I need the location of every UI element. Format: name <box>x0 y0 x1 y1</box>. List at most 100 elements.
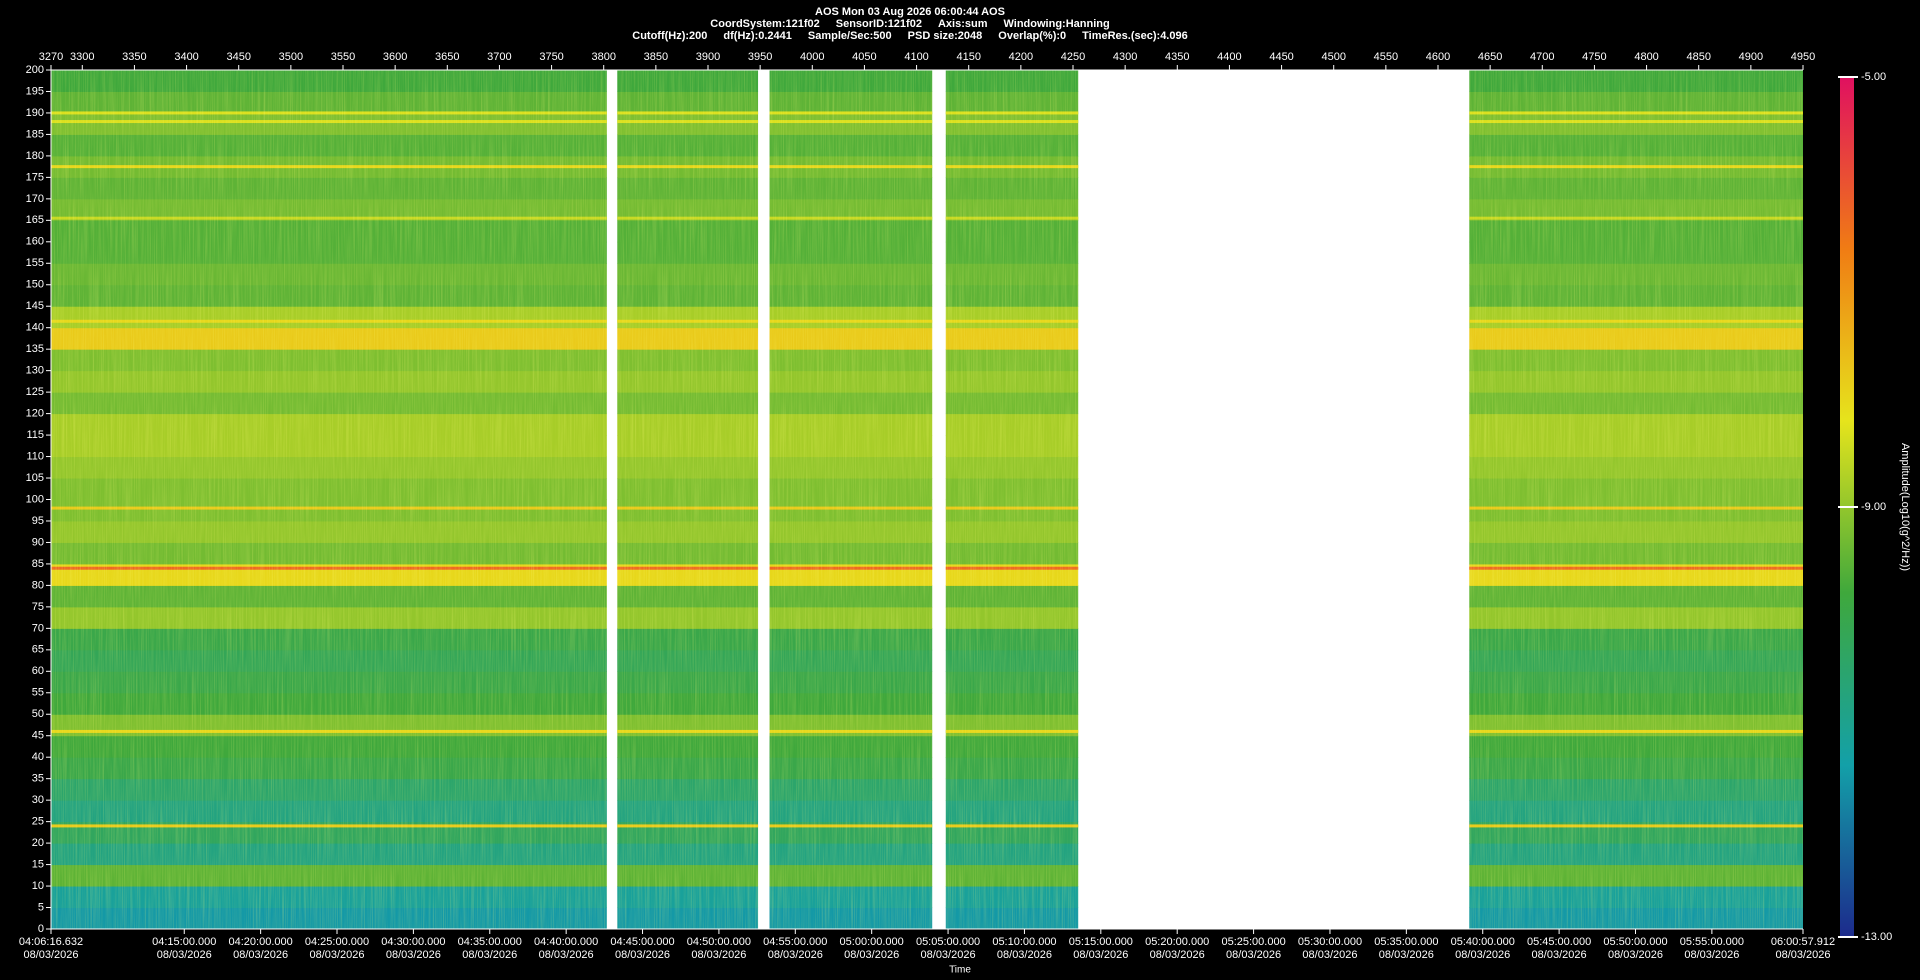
y-tick-label: 110 <box>26 450 44 462</box>
y-tick-label: 105 <box>26 472 44 484</box>
x-tick-label: 4950 <box>1791 51 1815 63</box>
x-tick-label: 3270 <box>39 51 63 63</box>
y-tick-label: 45 <box>32 730 44 742</box>
y-tick-label: 185 <box>26 128 44 140</box>
x-tick-label: 3950 <box>748 51 772 63</box>
y-tick-label: 75 <box>32 601 44 613</box>
y-tick-label: 40 <box>32 751 44 763</box>
x-tick-label: 3550 <box>331 51 355 63</box>
x-tick-label: 3850 <box>644 51 668 63</box>
y-tick-label: 5 <box>38 901 44 913</box>
x2-tick-label: 04:50:00.000 08/03/2026 <box>686 936 752 961</box>
info-line: Cutoff(Hz):200 df(Hz):0.2441 Sample/Sec:50… <box>632 30 1187 42</box>
y-tick-label: 115 <box>26 429 44 441</box>
y-tick-label: 60 <box>32 665 44 677</box>
x2-tick-label: 04:30:00.000 08/03/2026 <box>381 936 446 961</box>
y-tick-label: 20 <box>32 837 44 849</box>
y-tick-label: 140 <box>26 322 44 334</box>
y-tick-label: 100 <box>26 493 44 505</box>
y-tick-label: 15 <box>32 858 44 870</box>
info-item: Sample/Sec:500 <box>808 30 892 42</box>
x-tick-label: 4350 <box>1165 51 1189 63</box>
y-tick-label: 25 <box>32 816 44 828</box>
x2-tick-label: 05:10:00.000 08/03/2026 <box>992 936 1057 961</box>
x-tick-label: 3800 <box>591 51 615 63</box>
x-tick-label: 4050 <box>852 51 876 63</box>
x-tick-label: 3750 <box>539 51 563 63</box>
y-tick-label: 55 <box>32 687 44 699</box>
y-tick-label: 190 <box>26 107 44 119</box>
noise-texture <box>945 70 1079 929</box>
x-tick-label: 4200 <box>1009 51 1033 63</box>
x-tick-label: 4900 <box>1739 51 1763 63</box>
y-tick-label: 95 <box>32 515 44 527</box>
x2-tick-label: 05:00:00.000 08/03/2026 <box>839 936 904 961</box>
y-tick-label: 130 <box>26 365 44 377</box>
y-tick-label: 170 <box>26 193 44 205</box>
x-tick-label: 4550 <box>1374 51 1398 63</box>
colorbar-tick-label: -5.00 <box>1861 71 1886 83</box>
y-tick-label: 90 <box>32 536 44 548</box>
x2-tick-label: 05:15:00.000 08/03/2026 <box>1068 936 1133 961</box>
noise-texture <box>769 70 933 929</box>
y-tick-label: 30 <box>32 794 44 806</box>
x-tick-label: 3650 <box>435 51 459 63</box>
x2-tick-label: 05:40:00.000 08/03/2026 <box>1450 936 1515 961</box>
y-tick-label: 80 <box>32 579 44 591</box>
y-tick-label: 10 <box>32 880 44 892</box>
info-item: Cutoff(Hz):200 <box>632 30 707 42</box>
y-tick-label: 145 <box>26 300 44 312</box>
y-tick-label: 160 <box>26 236 44 248</box>
y-tick-label: 165 <box>26 214 44 226</box>
y-tick-label: 65 <box>32 644 44 656</box>
x2-tick-label: 06:00:57.912 08/03/2026 <box>1770 936 1836 961</box>
x-tick-label: 3400 <box>174 51 198 63</box>
x-tick-label: 4600 <box>1426 51 1450 63</box>
colorbar-tick-label: -9.00 <box>1861 501 1886 513</box>
y-tick-label: 50 <box>32 708 44 720</box>
noise-texture <box>617 70 759 929</box>
colorbar-tick-label: -13.00 <box>1861 931 1892 943</box>
info-item: TimeRes.(sec):4.096 <box>1082 30 1188 42</box>
x-tick-label: 3350 <box>122 51 146 63</box>
colorbar-label: Amplitude(Log10(g^2/Hz)) <box>1899 443 1911 571</box>
info-item: PSD size:2048 <box>908 30 983 42</box>
y-tick-label: 0 <box>38 923 44 935</box>
chart-title: AOS Mon 03 Aug 2026 06:00:44 AOS <box>815 6 1005 18</box>
x-tick-label: 4100 <box>904 51 928 63</box>
x2-tick-label: 04:20:00.000 08/03/2026 <box>228 936 293 961</box>
x-tick-label: 3300 <box>70 51 94 63</box>
x2-tick-label: 05:55:00.000 08/03/2026 <box>1679 936 1744 961</box>
x-tick-label: 4450 <box>1269 51 1293 63</box>
x-tick-label: 4650 <box>1478 51 1502 63</box>
y-tick-label: 85 <box>32 558 44 570</box>
x-tick-label: 3700 <box>487 51 511 63</box>
x2-tick-label: 05:05:00.000 08/03/2026 <box>915 936 981 961</box>
x-tick-label: 4150 <box>956 51 980 63</box>
x-tick-label: 4800 <box>1634 51 1658 63</box>
x2-tick-label: 04:25:00.000 08/03/2026 <box>304 936 370 961</box>
y-tick-label: 195 <box>26 85 44 97</box>
x-tick-label: 4400 <box>1217 51 1241 63</box>
x-tick-label: 4000 <box>800 51 824 63</box>
x2-tick-label: 04:40:00.000 08/03/2026 <box>534 936 599 961</box>
x2-tick-label: 05:35:00.000 08/03/2026 <box>1374 936 1439 961</box>
x2-tick-label: 04:55:00.000 08/03/2026 <box>763 936 828 961</box>
info-item: df(Hz):0.2441 <box>723 30 791 42</box>
info-line: CoordSystem:121f02 SensorID:121f02 Axis:su… <box>710 18 1109 30</box>
x2-tick-label: 04:06:16.632 08/03/2026 <box>18 936 84 961</box>
y-tick-label: 35 <box>32 773 44 785</box>
y-tick-label: 155 <box>26 257 44 269</box>
noise-texture <box>1469 70 1803 929</box>
x-tick-label: 3600 <box>383 51 407 63</box>
x-tick-label: 4250 <box>1061 51 1085 63</box>
y-tick-label: 150 <box>26 279 44 291</box>
y-tick-label: 200 <box>26 64 44 76</box>
x-tick-label: 4300 <box>1113 51 1137 63</box>
x2-tick-label: 05:30:00.000 08/03/2026 <box>1297 936 1363 961</box>
y-tick-label: 175 <box>26 171 44 183</box>
x2-tick-label: 04:35:00.000 08/03/2026 <box>457 936 522 961</box>
x2-tick-label: 05:20:00.000 08/03/2026 <box>1145 936 1210 961</box>
info-item: Axis:sum <box>938 18 988 30</box>
